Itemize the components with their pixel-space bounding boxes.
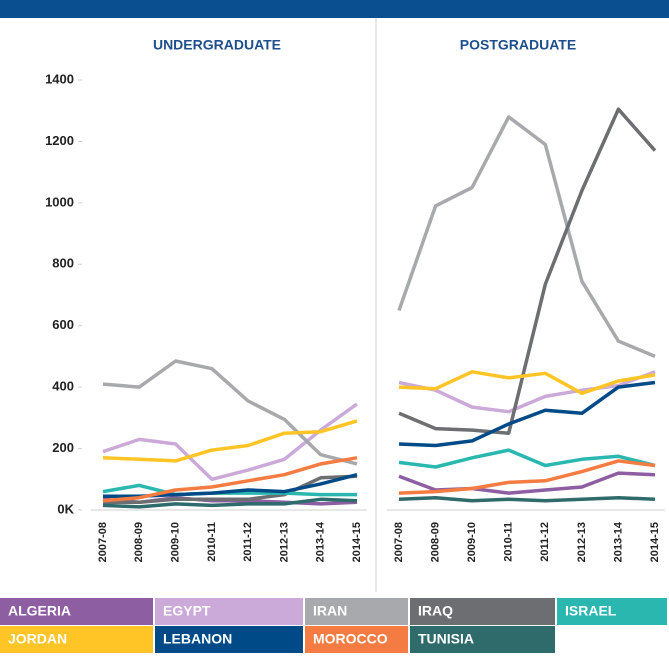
legend-label: TUNISIA xyxy=(418,631,474,647)
series-line xyxy=(398,448,656,469)
legend-swatch xyxy=(410,626,555,653)
y-tick-label: 800 xyxy=(52,256,74,271)
x-tick-label: 2014-15 xyxy=(649,522,661,562)
x-tick-label: 2011-12 xyxy=(539,522,551,562)
series-line xyxy=(397,115,656,359)
x-tick-label: 2012-13 xyxy=(576,522,588,562)
x-tick-label: 2012-13 xyxy=(278,522,290,562)
x-tick-label: 2010-11 xyxy=(503,522,515,562)
series-line xyxy=(103,474,358,505)
x-tick-label: 2009-10 xyxy=(466,522,478,562)
y-tick-label: 600 xyxy=(52,317,74,332)
y-tick-label: 400 xyxy=(52,379,74,394)
series-line xyxy=(102,456,358,503)
legend-label: IRAN xyxy=(313,603,347,619)
y-tick-label: 0K xyxy=(57,501,74,516)
x-tick-label: 2009-10 xyxy=(169,522,181,562)
x-tick-label: 2008-09 xyxy=(429,522,441,562)
x-tick-label: 2007-08 xyxy=(393,522,405,562)
legend-swatch xyxy=(155,626,303,653)
legend-label: LEBANON xyxy=(163,631,232,647)
x-tick-label: 2011-12 xyxy=(242,522,254,562)
legend-label: ALGERIA xyxy=(8,603,71,619)
series-line xyxy=(102,419,358,463)
series-line xyxy=(102,497,358,509)
x-tick-label: 2013-14 xyxy=(612,521,624,562)
legend-swatch xyxy=(0,598,153,625)
x-tick-label: 2014-15 xyxy=(351,522,363,562)
x-tick-label: 2007-08 xyxy=(97,522,109,562)
y-tick-label: 1000 xyxy=(45,194,74,209)
legend-label: EGYPT xyxy=(163,603,211,619)
series-line xyxy=(102,359,358,466)
legend-swatch xyxy=(410,598,555,625)
series-line xyxy=(398,107,657,435)
legend-label: JORDAN xyxy=(8,631,67,647)
series-line xyxy=(398,380,656,448)
series-line xyxy=(398,495,656,503)
legend-swatch xyxy=(305,626,408,653)
legend-label: IRAQ xyxy=(418,603,453,619)
y-tick-label: 1200 xyxy=(45,133,74,148)
legend-swatch xyxy=(557,598,667,625)
legend-label: MOROCCO xyxy=(313,631,388,647)
series-line xyxy=(398,459,656,495)
legend-swatch xyxy=(0,626,153,653)
panel-title: POSTGRADUATE xyxy=(460,37,576,53)
y-tick-label: 200 xyxy=(52,440,74,455)
series-line xyxy=(398,370,656,414)
series-line xyxy=(102,402,359,482)
x-tick-label: 2010-11 xyxy=(206,522,218,562)
legend-swatch xyxy=(305,598,408,625)
y-tick-label: 1400 xyxy=(45,71,74,86)
x-tick-label: 2008-09 xyxy=(133,522,145,562)
legend-swatch xyxy=(155,598,303,625)
panel-title: UNDERGRADUATE xyxy=(153,37,281,53)
series-line xyxy=(398,370,656,396)
header-bar xyxy=(0,0,669,18)
x-tick-label: 2013-14 xyxy=(315,521,327,562)
legend-label: ISRAEL xyxy=(565,603,617,619)
